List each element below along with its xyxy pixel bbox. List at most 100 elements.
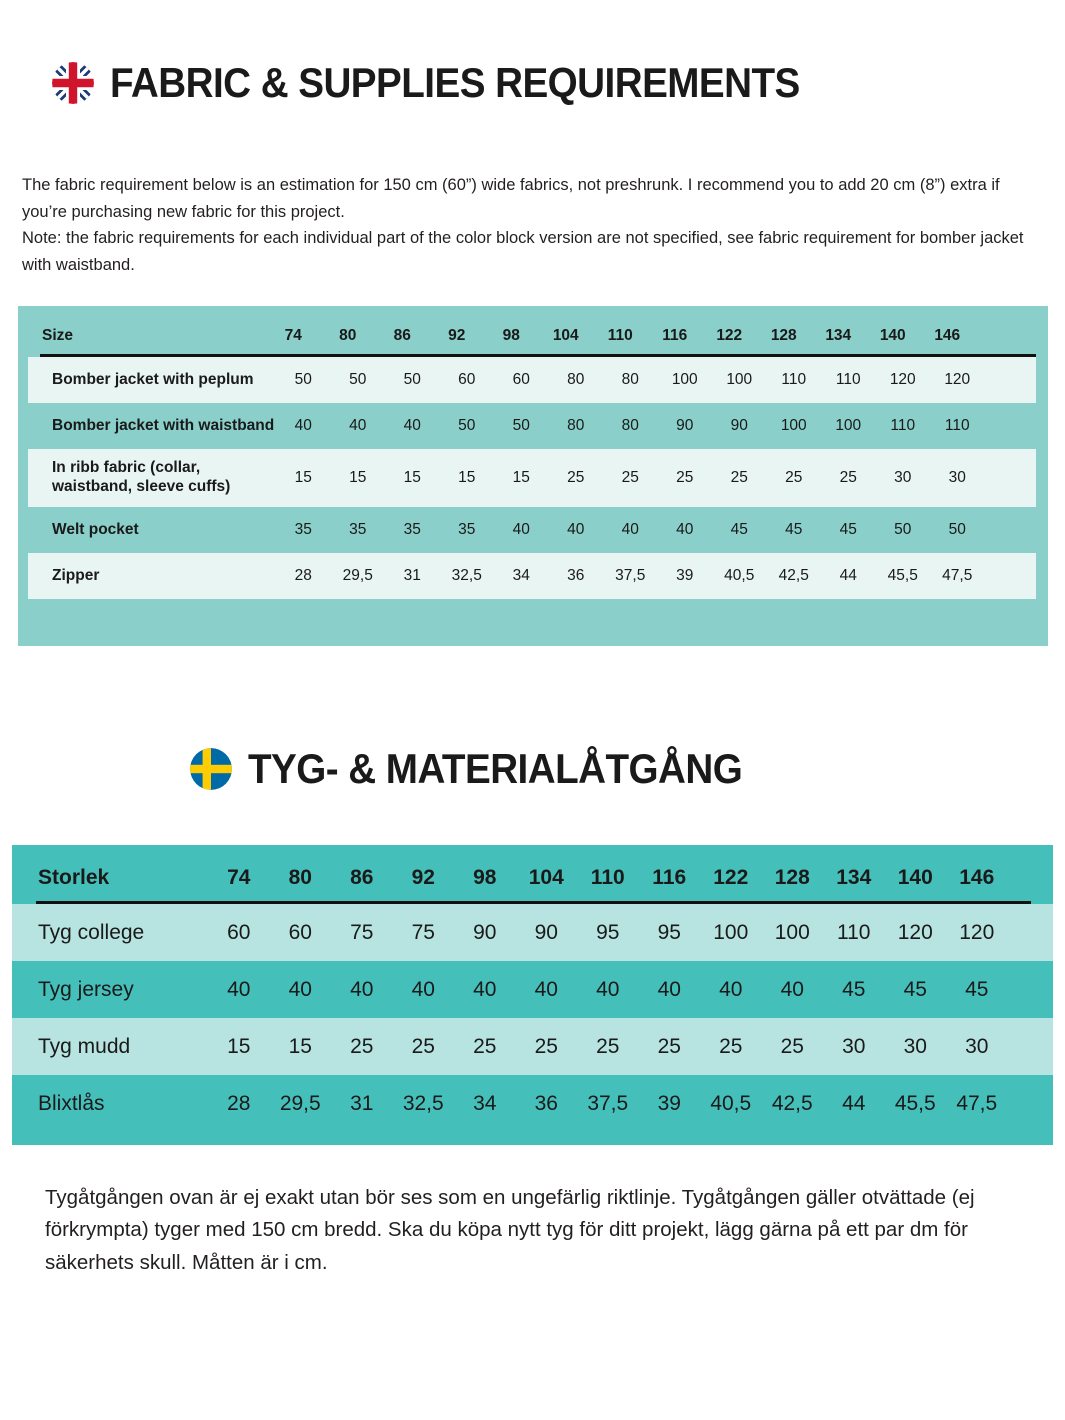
english-heading-text: FABRIC & SUPPLIES REQUIREMENTS bbox=[110, 59, 800, 106]
table-en-cell-2-12: 30 bbox=[948, 469, 966, 486]
table-en-cell-2-4: 15 bbox=[512, 469, 530, 486]
table-en-cell-0-10: 110 bbox=[835, 371, 861, 388]
table-sv-cell-3-12: 47,5 bbox=[956, 1091, 998, 1115]
table-en-cell-2-10: 25 bbox=[839, 469, 857, 486]
table-en-row-label-1: Bomber jacket with waistband bbox=[52, 417, 275, 434]
fabric-requirements-table-en: Size 74 80 86 92 98 104 110 116 122 128 … bbox=[18, 306, 1048, 646]
table-en-cell-3-12: 50 bbox=[948, 521, 966, 538]
table-sv-cell-3-0: 28 bbox=[227, 1091, 251, 1115]
table-en-cell-3-11: 50 bbox=[894, 521, 912, 538]
table-en-cell-0-3: 60 bbox=[458, 371, 476, 388]
table-sv-header-rule bbox=[36, 901, 1031, 904]
table-en-cell-0-9: 110 bbox=[781, 371, 807, 388]
table-sv-cell-2-5: 25 bbox=[534, 1034, 558, 1058]
table-en-cell-2-8: 25 bbox=[730, 469, 748, 486]
table-row: Tyg jersey 40 40 40 40 40 40 40 40 40 40… bbox=[12, 961, 1053, 1018]
table-sv-cell-3-5: 36 bbox=[534, 1091, 558, 1115]
table-sv-cell-3-2: 31 bbox=[350, 1091, 374, 1115]
table-en-cell-0-0: 50 bbox=[294, 371, 312, 388]
table-sv-cell-3-8: 40,5 bbox=[710, 1091, 752, 1115]
table-en-cell-0-11: 120 bbox=[889, 371, 916, 388]
table-en-cell-2-7: 25 bbox=[676, 469, 694, 486]
table-en-cell-3-2: 35 bbox=[403, 521, 421, 538]
table-en-header-row: Size 74 80 86 92 98 104 110 116 122 128 … bbox=[18, 306, 1048, 352]
table-sv-cell-1-8: 40 bbox=[719, 977, 743, 1001]
table-sv-cell-2-12: 30 bbox=[965, 1034, 989, 1058]
table-en-cell-4-0: 28 bbox=[294, 567, 312, 584]
table-sv-header-rule-wrap bbox=[12, 901, 1053, 904]
table-en-row-label-3: Welt pocket bbox=[52, 521, 139, 538]
table-sv-row-label-0: Tyg college bbox=[38, 920, 145, 944]
table-en-cell-3-10: 45 bbox=[839, 521, 857, 538]
table-en-cell-4-11: 45,5 bbox=[887, 567, 918, 584]
table-sv-cell-1-9: 40 bbox=[780, 977, 804, 1001]
table-en-header-rule bbox=[40, 354, 1036, 357]
table-en-cell-4-6: 37,5 bbox=[615, 567, 646, 584]
table-row: Bomber jacket with waistband 40 40 40 50… bbox=[28, 403, 1036, 449]
table-en-col-110: 110 bbox=[607, 327, 633, 344]
table-en-cell-4-9: 42,5 bbox=[778, 567, 809, 584]
table-sv-row-label-3: Blixtlås bbox=[38, 1091, 105, 1115]
table-sv-cell-1-4: 40 bbox=[473, 977, 497, 1001]
table-en-cell-2-3: 15 bbox=[458, 469, 476, 486]
table-sv-cell-0-3: 75 bbox=[411, 920, 435, 944]
table-sv-col-128: 128 bbox=[774, 866, 810, 889]
sweden-flag-icon bbox=[190, 748, 232, 790]
table-en-cell-1-6: 80 bbox=[621, 417, 639, 434]
table-sv-cell-1-7: 40 bbox=[657, 977, 681, 1001]
table-en-col-98: 98 bbox=[502, 327, 520, 344]
english-intro-line2: Note: the fabric requirements for each i… bbox=[22, 229, 1024, 275]
table-en-col-134: 134 bbox=[825, 327, 852, 344]
table-sv-cell-1-6: 40 bbox=[596, 977, 620, 1001]
table-en-cell-1-9: 100 bbox=[780, 417, 807, 434]
table-en-cell-2-2: 15 bbox=[403, 469, 421, 486]
table-sv-cell-2-7: 25 bbox=[657, 1034, 681, 1058]
swedish-footer: Tygåtgången ovan är ej exakt utan bör se… bbox=[45, 1182, 1035, 1279]
table-sv-cell-0-2: 75 bbox=[350, 920, 374, 944]
table-en-cell-3-8: 45 bbox=[730, 521, 748, 538]
table-en-cell-4-8: 40,5 bbox=[724, 567, 755, 584]
table-en-cell-2-11: 30 bbox=[894, 469, 912, 486]
table-sv-cell-2-4: 25 bbox=[473, 1034, 497, 1058]
table-en-col-122: 122 bbox=[716, 327, 743, 344]
table-sv-cell-1-0: 40 bbox=[227, 977, 251, 1001]
table-en-row-label-2: In ribb fabric (collar, waistband, sleev… bbox=[52, 459, 231, 495]
table-en-row-label-0: Bomber jacket with peplum bbox=[52, 371, 254, 388]
swedish-heading: TYG- & MATERIALÅTGÅNG bbox=[190, 748, 785, 790]
table-en-cell-2-5: 25 bbox=[567, 469, 585, 486]
table-sv-cell-2-3: 25 bbox=[411, 1034, 435, 1058]
table-en-cell-4-2: 31 bbox=[403, 567, 421, 584]
table-sv-header-row: Storlek 74 80 86 92 98 104 110 116 122 1… bbox=[12, 845, 1053, 901]
table-en-cell-0-7: 100 bbox=[671, 371, 698, 388]
table-en-cell-4-7: 39 bbox=[676, 567, 694, 584]
swedish-footer-text: Tygåtgången ovan är ej exakt utan bör se… bbox=[45, 1186, 975, 1274]
table-en-cell-3-6: 40 bbox=[621, 521, 639, 538]
table-sv-cell-1-1: 40 bbox=[288, 977, 312, 1001]
table-sv-cell-2-1: 15 bbox=[288, 1034, 312, 1058]
table-sv-cell-3-9: 42,5 bbox=[771, 1091, 813, 1115]
table-en-cell-1-7: 90 bbox=[676, 417, 694, 434]
table-en-header-rule-wrap bbox=[18, 354, 1048, 357]
table-en-cell-0-5: 80 bbox=[567, 371, 585, 388]
table-en-cell-0-4: 60 bbox=[512, 371, 530, 388]
table-sv-col-104: 104 bbox=[528, 866, 564, 889]
table-sv-col-110: 110 bbox=[590, 866, 625, 889]
table-en-cell-1-8: 90 bbox=[730, 417, 748, 434]
table-en-cell-0-12: 120 bbox=[944, 371, 971, 388]
table-en-cell-1-2: 40 bbox=[403, 417, 421, 434]
table-sv-cell-2-2: 25 bbox=[350, 1034, 374, 1058]
table-en-cell-1-4: 50 bbox=[512, 417, 530, 434]
table-sv-col-134: 134 bbox=[836, 866, 872, 889]
table-en-col-92: 92 bbox=[448, 327, 466, 344]
swedish-heading-text: TYG- & MATERIALÅTGÅNG bbox=[248, 745, 743, 792]
table-en-col-104: 104 bbox=[552, 327, 579, 344]
table-sv-col-98: 98 bbox=[473, 866, 497, 889]
uk-flag-icon bbox=[52, 62, 94, 104]
table-sv-row-label-1: Tyg jersey bbox=[38, 977, 134, 1001]
english-intro: The fabric requirement below is an estim… bbox=[22, 172, 1042, 279]
table-en-cell-0-6: 80 bbox=[621, 371, 639, 388]
table-en-cell-0-8: 100 bbox=[726, 371, 753, 388]
table-sv-cell-3-4: 34 bbox=[473, 1091, 497, 1115]
fabric-requirements-table-sv: Storlek 74 80 86 92 98 104 110 116 122 1… bbox=[12, 845, 1053, 1145]
table-en-cell-3-3: 35 bbox=[458, 521, 476, 538]
